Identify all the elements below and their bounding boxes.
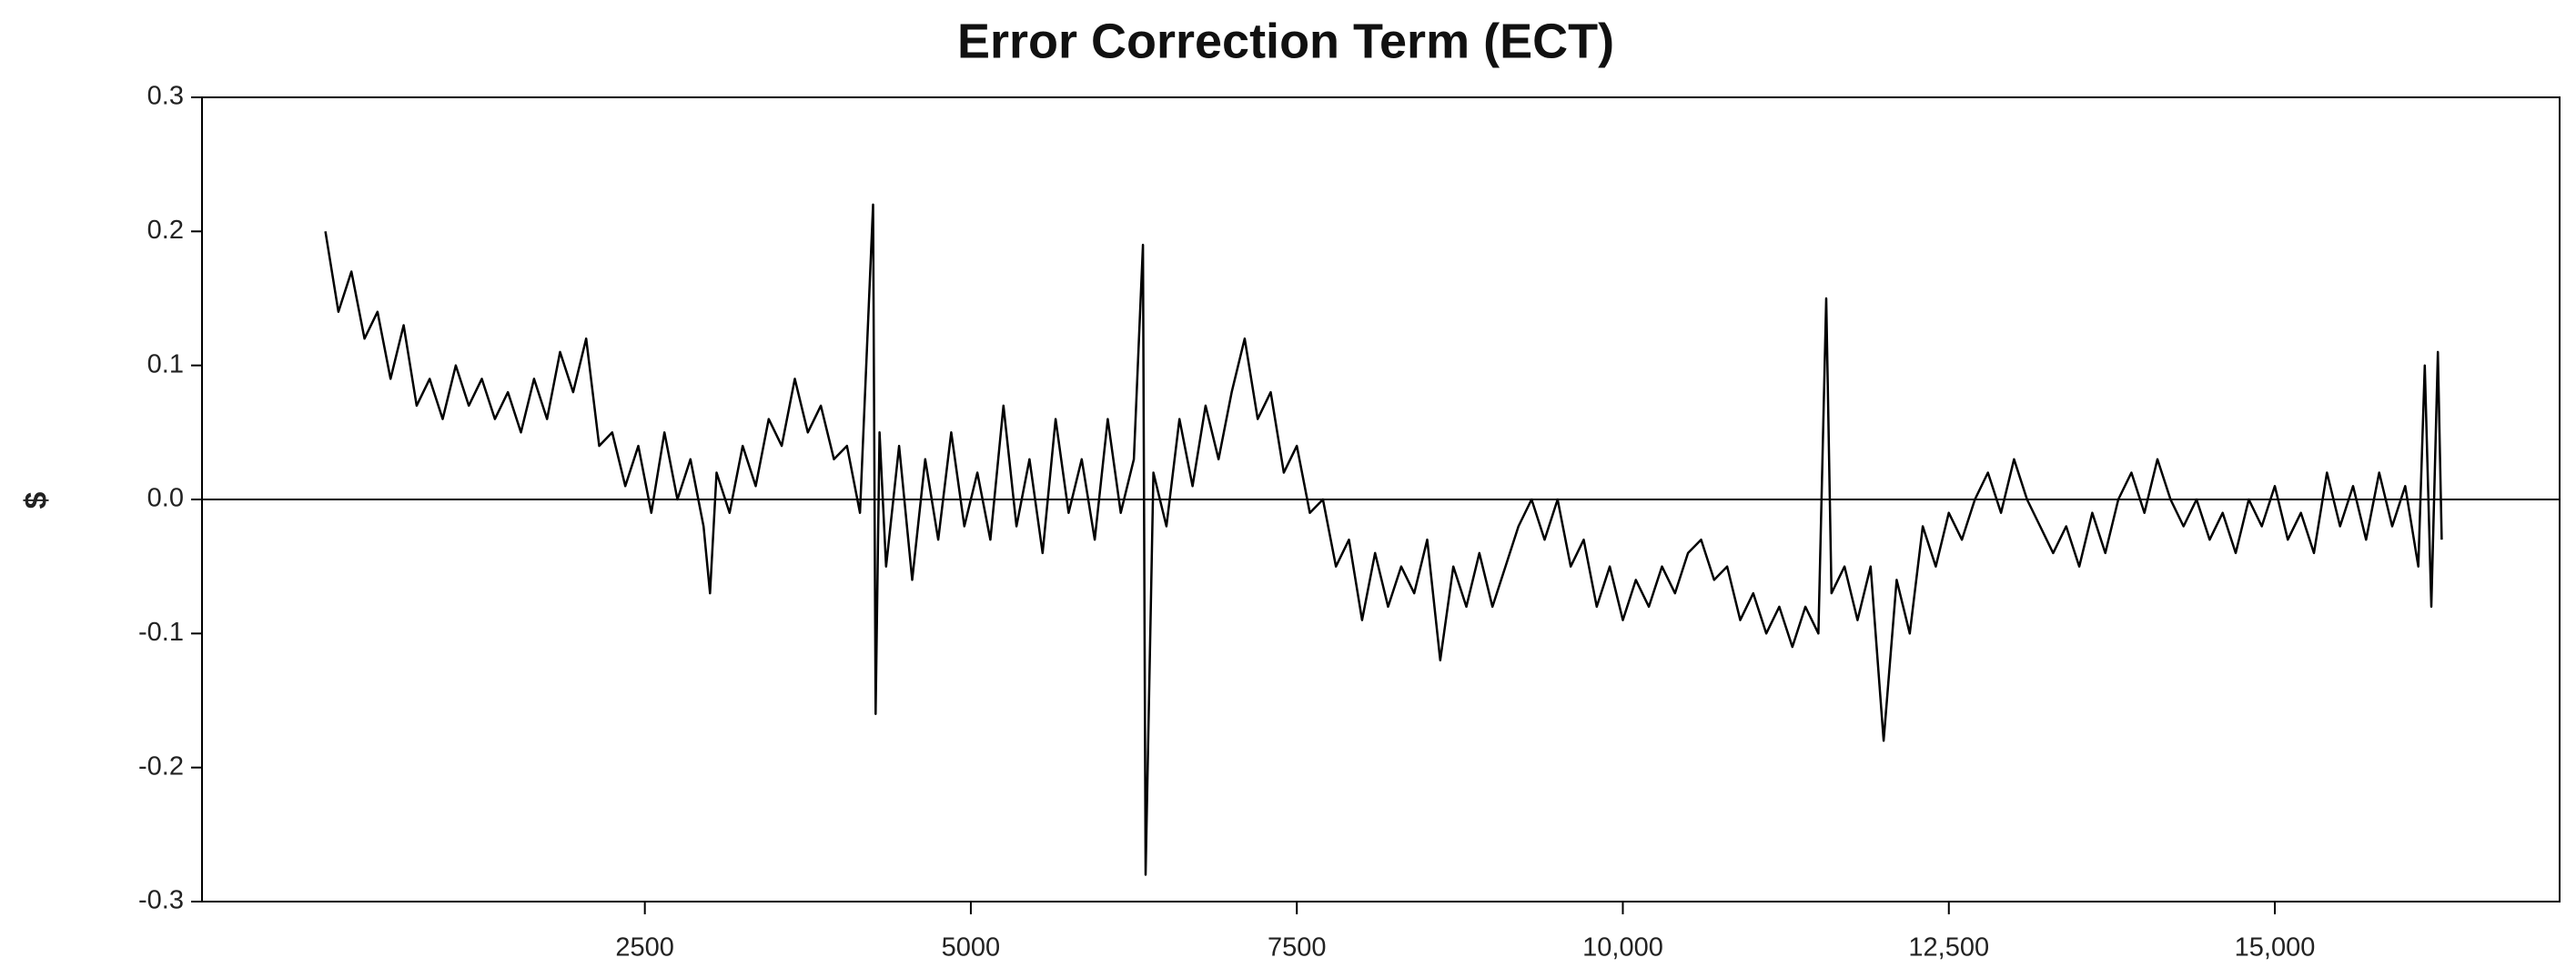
y-tick-label: 0.0	[147, 484, 184, 513]
y-tick-label: 0.1	[147, 349, 184, 378]
y-tick-label: -0.2	[138, 751, 184, 781]
y-tick-label: 0.2	[147, 216, 184, 245]
x-tick-label: 15,000	[2235, 933, 2316, 963]
x-tick-label: 7500	[1268, 933, 1327, 963]
x-tick-label: 12,500	[1908, 933, 1989, 963]
y-tick-label: -0.1	[138, 618, 184, 647]
y-axis-label: $	[19, 491, 54, 509]
x-tick-label: 10,000	[1582, 933, 1663, 963]
series-line	[324, 203, 2443, 876]
x-tick-label: 2500	[615, 933, 674, 963]
x-tick-label: 5000	[942, 933, 1001, 963]
chart-title: Error Correction Term (ECT)	[957, 14, 1614, 68]
y-tick-label: -0.3	[138, 886, 184, 915]
y-tick-label: 0.3	[147, 82, 184, 111]
